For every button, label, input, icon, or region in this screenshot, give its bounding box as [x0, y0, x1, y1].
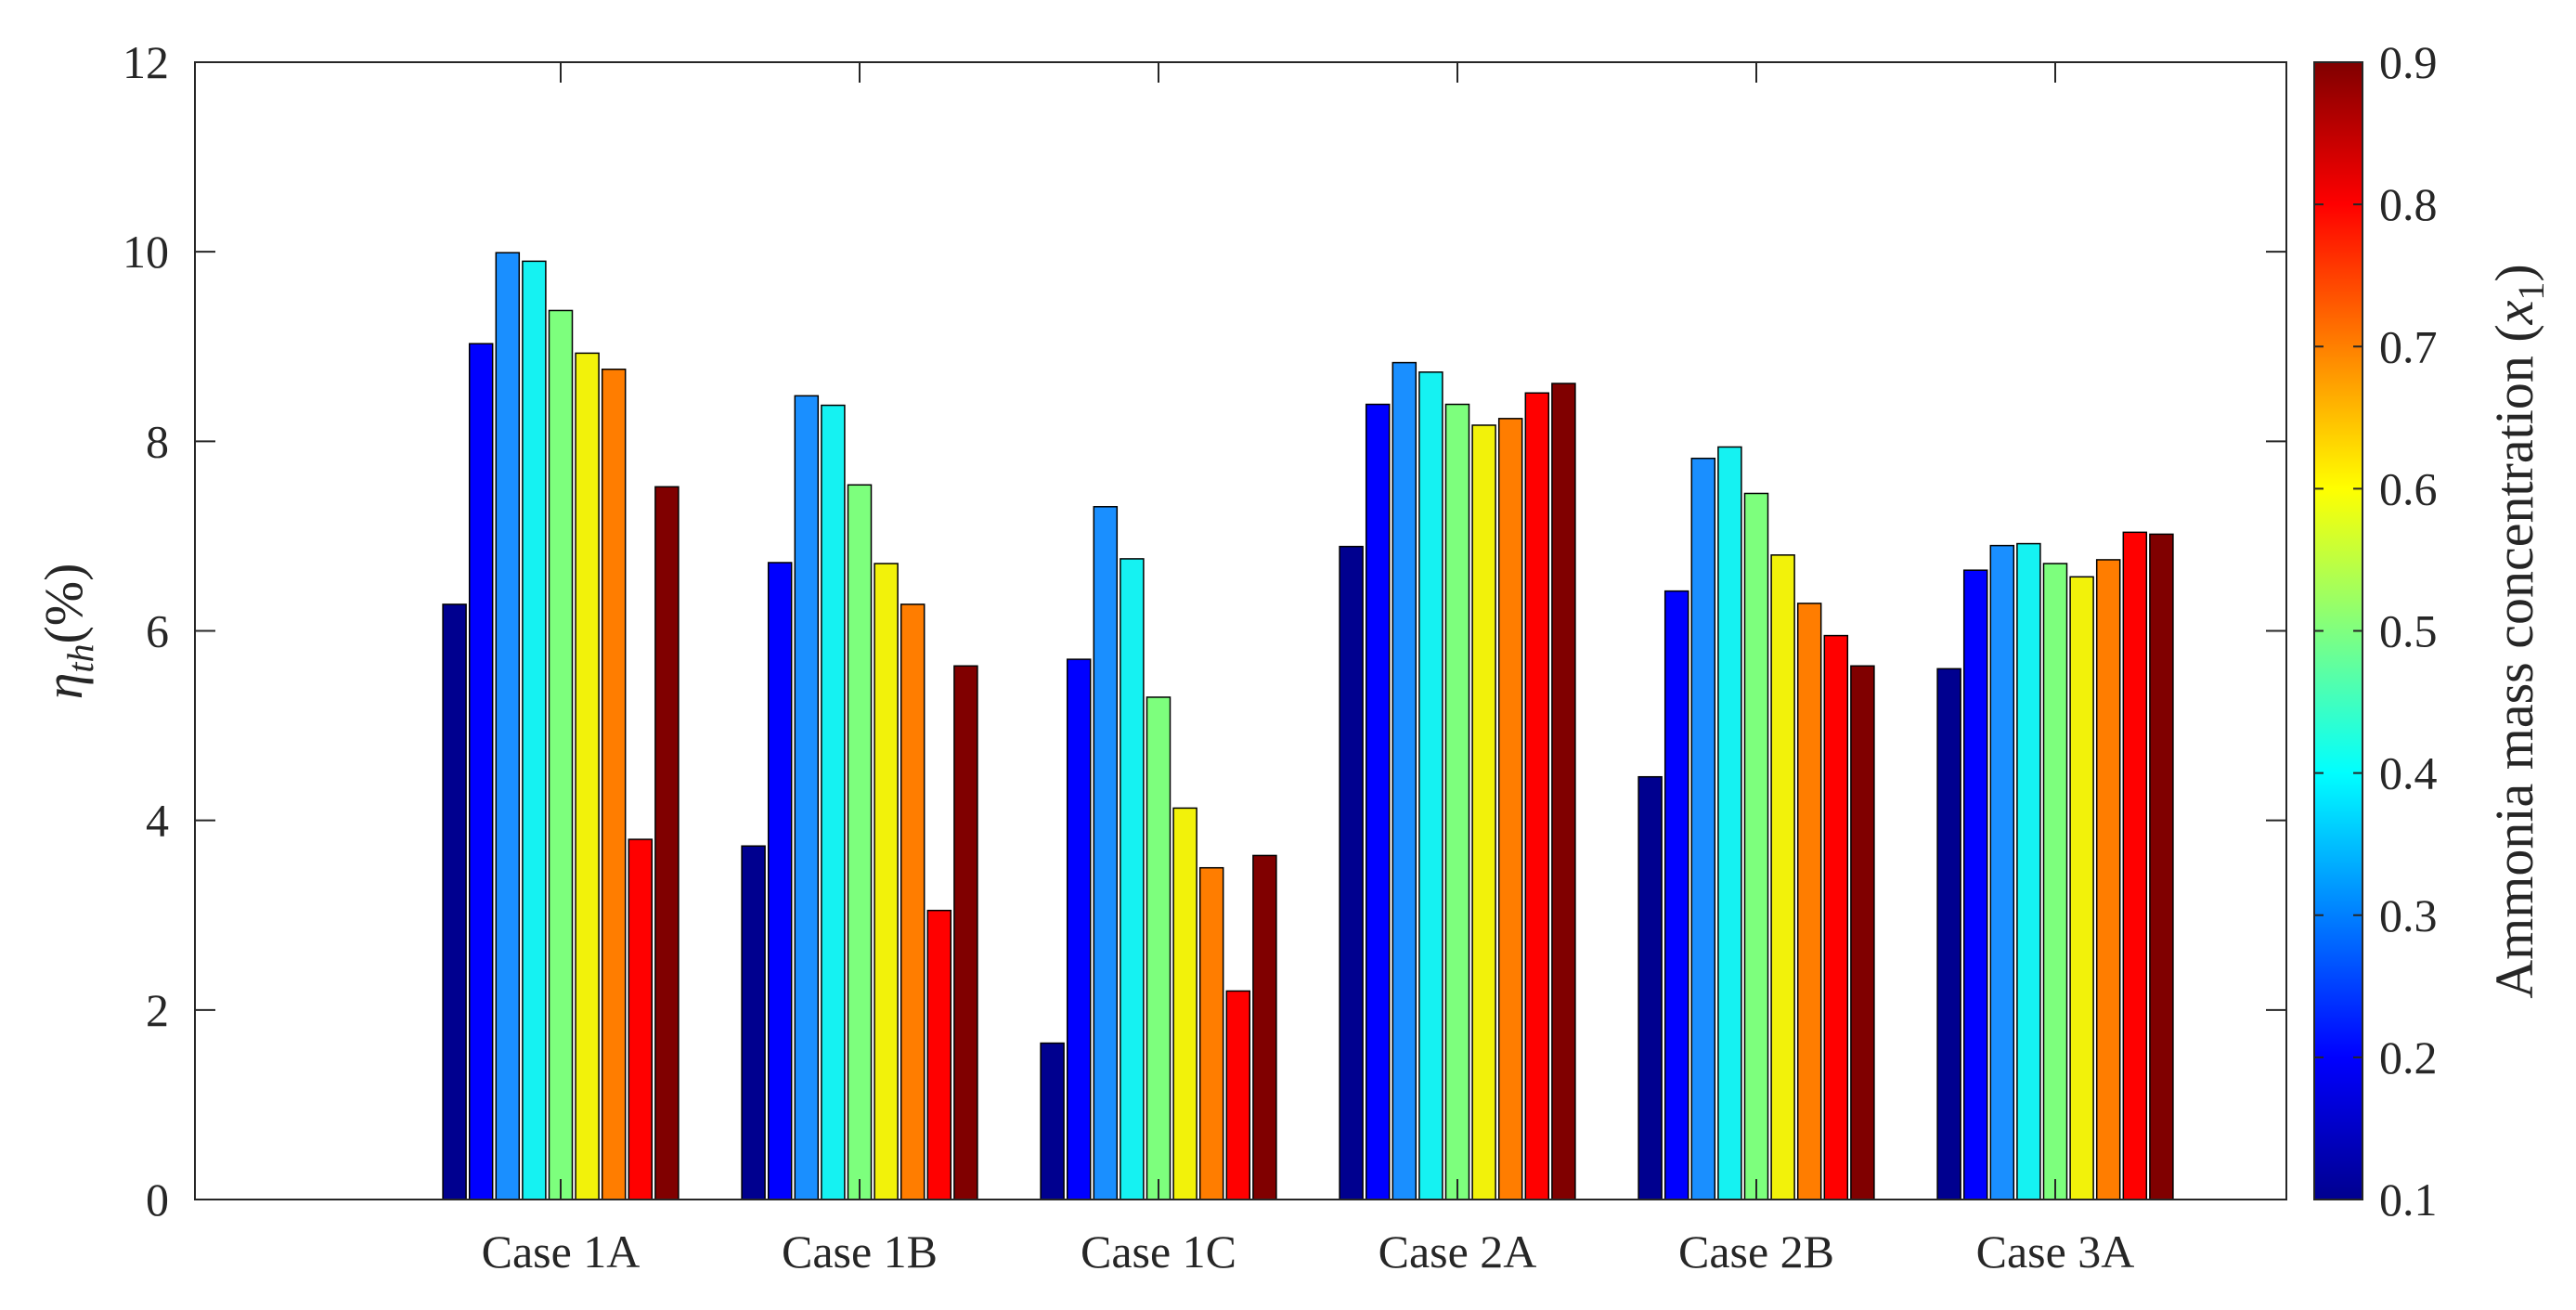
x-tick-label: Case 1B	[782, 1226, 938, 1278]
bar-case-2a-series-9	[1551, 383, 1576, 1200]
bar-case-1a-series-4	[522, 260, 547, 1200]
y-axis: 0 2 4 6 8 10 12	[123, 36, 2286, 1226]
x-axis: Case 1A Case 1B Case 1C Case 2A Case 2B Case …	[482, 62, 2135, 1278]
x-tick-label: Case 2B	[1678, 1226, 1834, 1278]
bar-case-2a-series-3	[1392, 361, 1417, 1200]
bar-case-2b-series-5	[1743, 492, 1769, 1200]
x-tick-label: Case 3A	[1976, 1226, 2135, 1278]
colorbar-tick-label: 0.1	[2379, 1174, 2438, 1226]
bar-case-3a-series-6	[2069, 576, 2094, 1200]
bar-case-2b-series-6	[1770, 554, 1795, 1200]
bar-case-1b-series-3	[794, 395, 820, 1200]
colorbar-tick-label: 0.3	[2379, 889, 2438, 941]
plot-bars	[442, 252, 2174, 1200]
colorbar-tick-label: 0.7	[2379, 320, 2438, 372]
colorbar-tick-label: 0.2	[2379, 1031, 2438, 1083]
x-tick-label: Case 2A	[1379, 1226, 1537, 1278]
y-tick-label: 8	[146, 415, 169, 467]
bar-case-2b-series-4	[1717, 446, 1742, 1200]
bar-case-1b-series-8	[926, 909, 952, 1200]
x-tick-label: Case 1C	[1081, 1226, 1236, 1278]
bar-case-1c-series-9	[1252, 854, 1277, 1200]
bar-case-1b-series-4	[821, 404, 846, 1200]
colorbar-tick-label: 0.8	[2379, 178, 2438, 230]
y-tick-label: 0	[146, 1174, 169, 1226]
y-tick-label: 2	[146, 984, 169, 1036]
bar-case-1c-series-7	[1198, 866, 1224, 1200]
y-axis-title: ηth(%)	[33, 564, 101, 700]
bar-case-1b-series-7	[900, 603, 926, 1200]
bar-case-2a-series-8	[1524, 392, 1550, 1200]
bar-case-2b-series-3	[1690, 457, 1716, 1200]
bar-case-2b-series-7	[1796, 603, 1822, 1200]
y-tick-label: 4	[146, 795, 169, 847]
bar-case-2b-series-9	[1850, 665, 1875, 1200]
bar-case-3a-series-2	[1962, 569, 1988, 1200]
bar-case-1c-series-4	[1120, 558, 1145, 1200]
bar-case-1b-series-2	[767, 562, 793, 1200]
colorbar-tick-label: 0.9	[2379, 36, 2438, 88]
colorbar: 0.1 0.2 0.3 0.4 0.5 0.6 0.7 0.8 0.9 Ammonia mass…	[2313, 36, 2552, 1226]
bar-case-1b-series-5	[847, 484, 873, 1200]
colorbar-ticks: 0.1 0.2 0.3 0.4 0.5 0.6 0.7 0.8 0.9	[2314, 36, 2438, 1226]
colorbar-title: Ammonia mass concentration (x1)	[2484, 264, 2552, 999]
bar-case-1a-series-3	[495, 252, 521, 1200]
bar-case-1c-series-6	[1172, 807, 1197, 1200]
bar-case-1b-series-6	[874, 563, 899, 1200]
bar-case-2b-series-1	[1638, 775, 1663, 1200]
bar-case-1c-series-1	[1040, 1042, 1065, 1200]
y-tick-label: 12	[123, 36, 169, 88]
bar-case-1a-series-8	[628, 838, 654, 1200]
bar-case-3a-series-3	[1989, 544, 2015, 1200]
colorbar-tick-label: 0.6	[2379, 462, 2438, 514]
y-tick-label: 10	[123, 226, 169, 278]
bar-case-3a-series-5	[2042, 563, 2068, 1200]
bar-case-1a-series-1	[442, 603, 467, 1200]
bar-case-2a-series-1	[1339, 545, 1364, 1200]
y-tick-label: 6	[146, 605, 169, 657]
bar-case-2a-series-7	[1497, 418, 1523, 1200]
bar-case-3a-series-7	[2095, 559, 2121, 1200]
bar-case-1b-series-9	[953, 665, 978, 1200]
bar-case-2a-series-6	[1471, 424, 1496, 1200]
bar-case-1a-series-2	[468, 343, 494, 1200]
bar-case-2a-series-5	[1444, 403, 1470, 1200]
bar-case-3a-series-1	[1936, 668, 1961, 1200]
colorbar-tick-label: 0.5	[2379, 605, 2438, 657]
bar-case-1c-series-8	[1225, 990, 1251, 1200]
bar-case-1b-series-1	[741, 845, 766, 1200]
x-tick-label: Case 1A	[482, 1226, 641, 1278]
colorbar-tick-label: 0.4	[2379, 747, 2438, 799]
bar-case-2a-series-2	[1365, 403, 1391, 1200]
bar-case-1c-series-5	[1146, 696, 1171, 1200]
bar-case-1a-series-5	[548, 309, 574, 1200]
bar-case-1a-series-6	[575, 352, 600, 1200]
bar-case-2b-series-8	[1823, 634, 1849, 1200]
bar-case-2a-series-4	[1418, 371, 1443, 1200]
bar-case-1a-series-7	[601, 369, 627, 1200]
bar-case-1c-series-3	[1093, 506, 1119, 1200]
bar-case-1c-series-2	[1066, 658, 1092, 1200]
bar-case-3a-series-8	[2122, 531, 2148, 1200]
bar-case-3a-series-4	[2016, 542, 2041, 1200]
bar-case-2b-series-2	[1663, 590, 1689, 1200]
bar-case-3a-series-9	[2149, 533, 2174, 1200]
bar-case-1a-series-9	[654, 486, 680, 1200]
